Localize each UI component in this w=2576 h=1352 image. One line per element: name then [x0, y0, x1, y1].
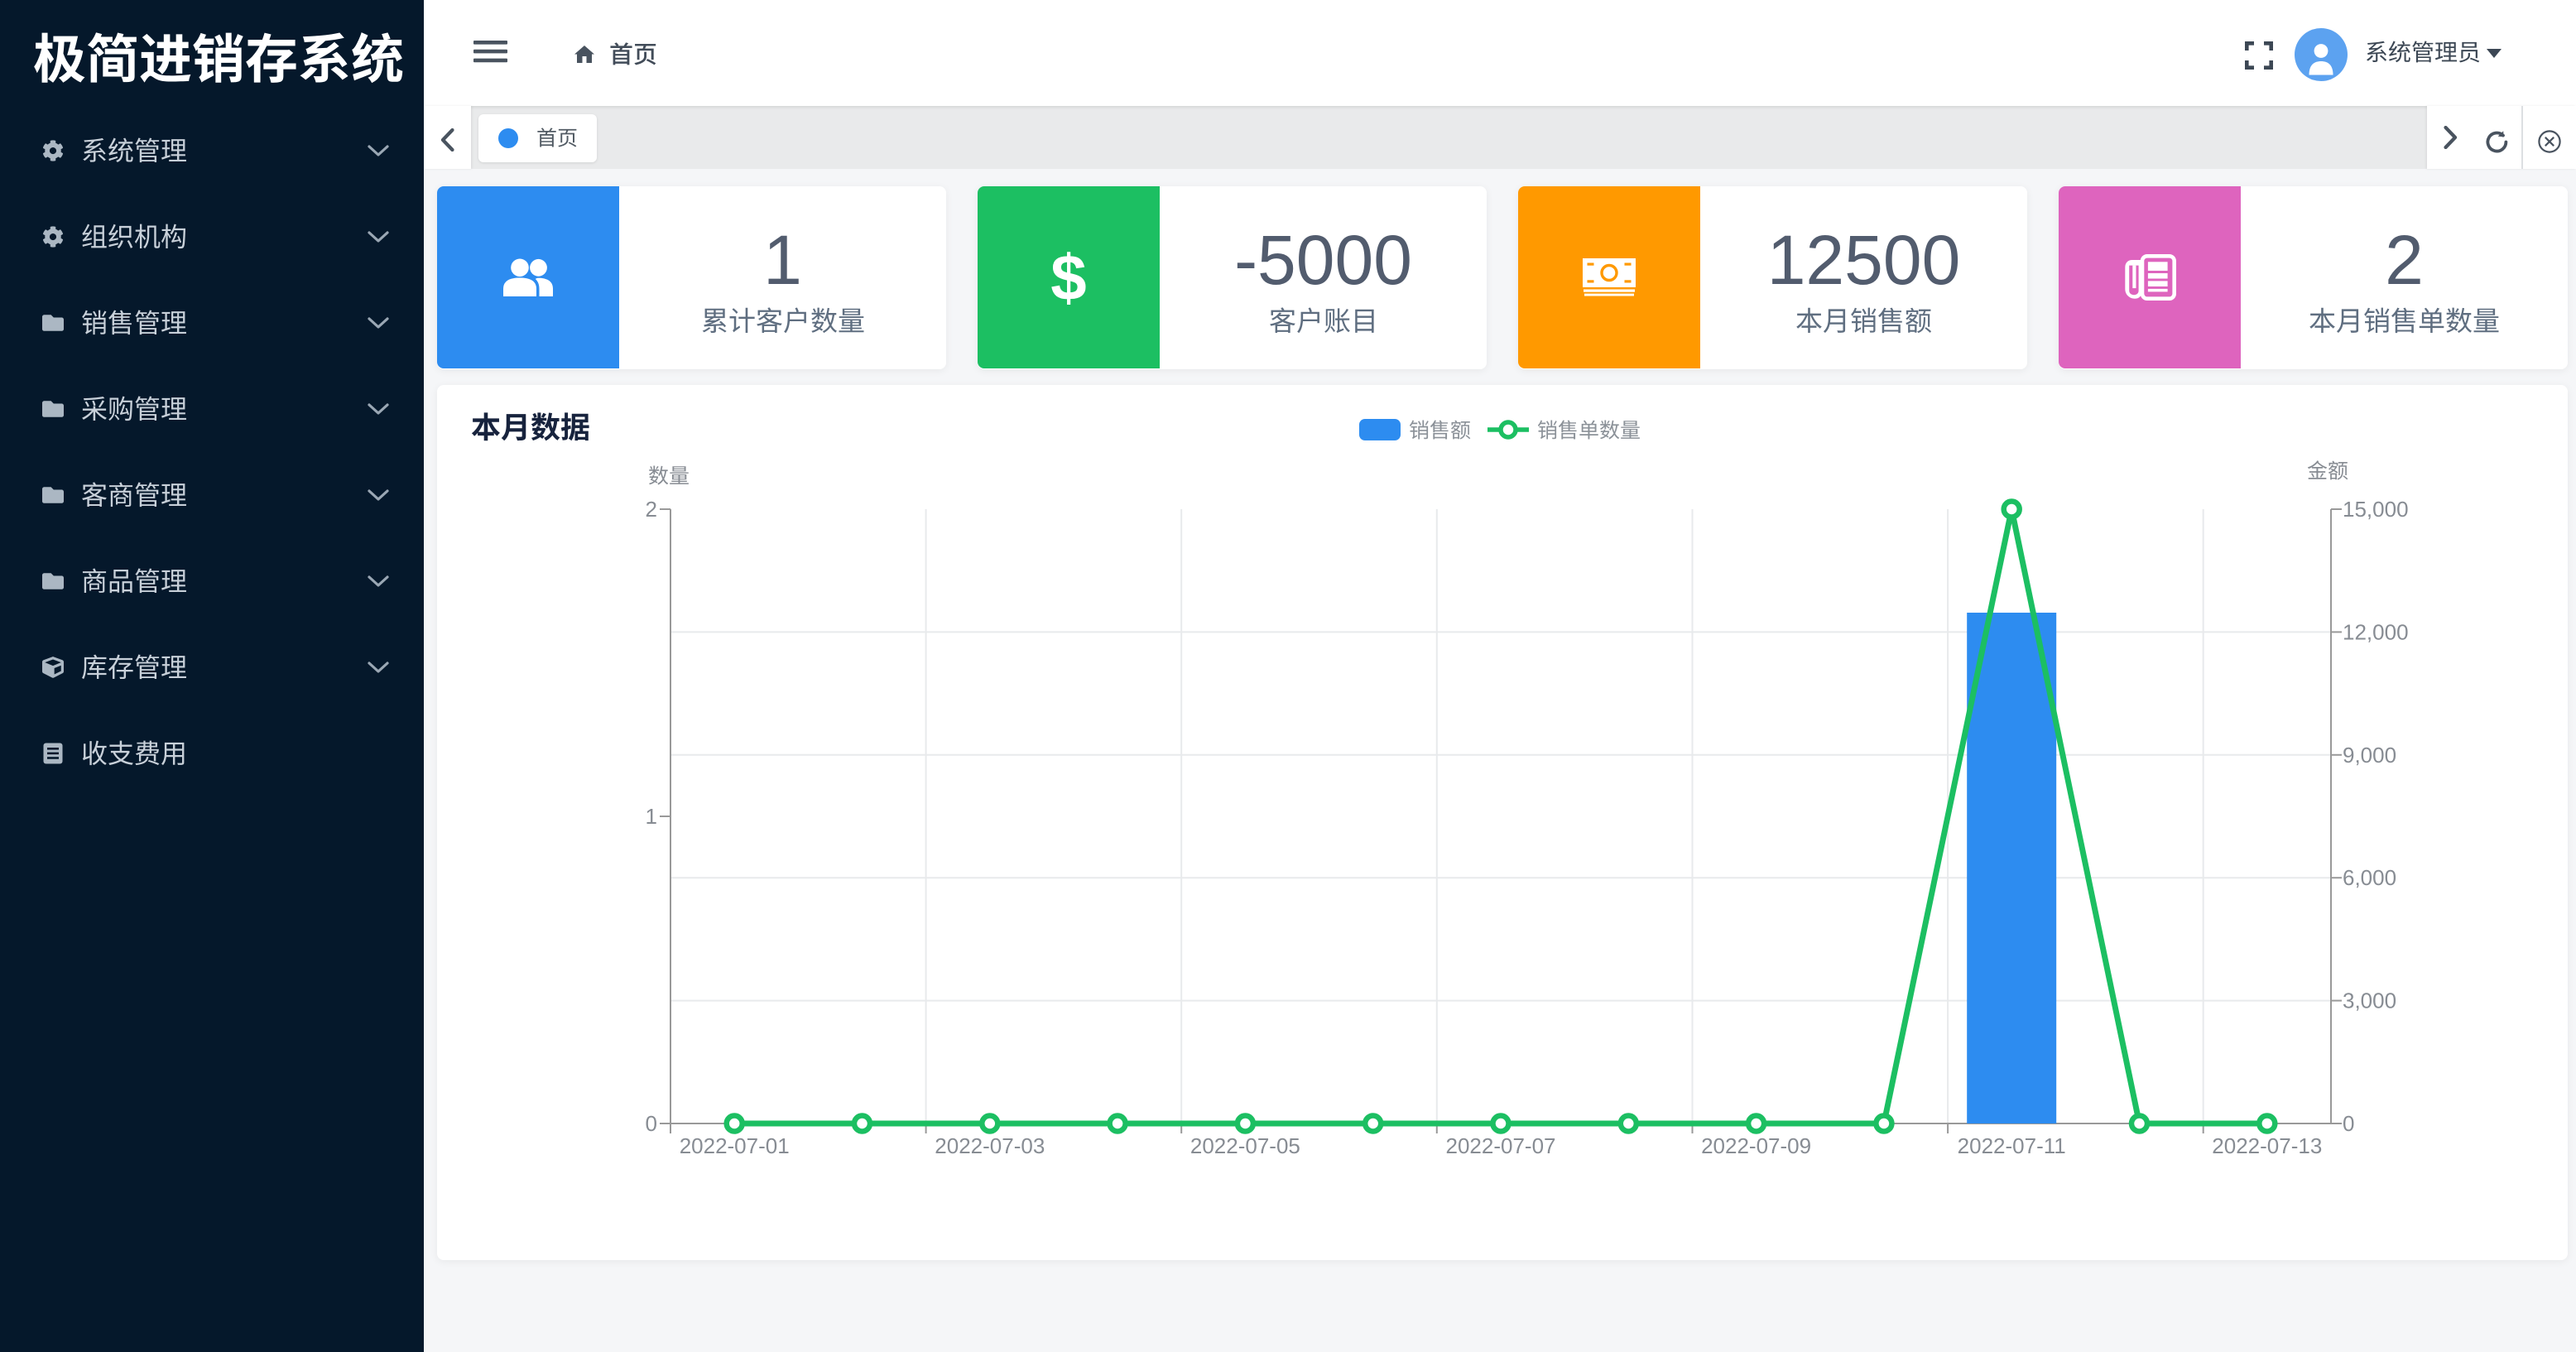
svg-text:12,000: 12,000 [2343, 619, 2409, 644]
svg-text:15,000: 15,000 [2343, 497, 2409, 522]
svg-text:3,000: 3,000 [2343, 989, 2396, 1013]
svg-text:1: 1 [646, 804, 657, 829]
svg-text:2022-07-01: 2022-07-01 [680, 1133, 790, 1158]
svg-text:2022-07-11: 2022-07-11 [1958, 1133, 2066, 1158]
svg-text:0: 0 [2343, 1111, 2354, 1136]
svg-text:6,000: 6,000 [2343, 865, 2396, 890]
svg-text:2022-07-03: 2022-07-03 [935, 1133, 1045, 1158]
svg-text:2022-07-05: 2022-07-05 [1190, 1133, 1300, 1158]
svg-text:2022-07-13: 2022-07-13 [2212, 1133, 2322, 1158]
svg-text:2022-07-09: 2022-07-09 [1701, 1133, 1811, 1158]
svg-text:2022-07-07: 2022-07-07 [1446, 1133, 1556, 1158]
svg-text:0: 0 [646, 1111, 657, 1136]
svg-text:2: 2 [646, 497, 657, 522]
svg-text:9,000: 9,000 [2343, 743, 2396, 767]
